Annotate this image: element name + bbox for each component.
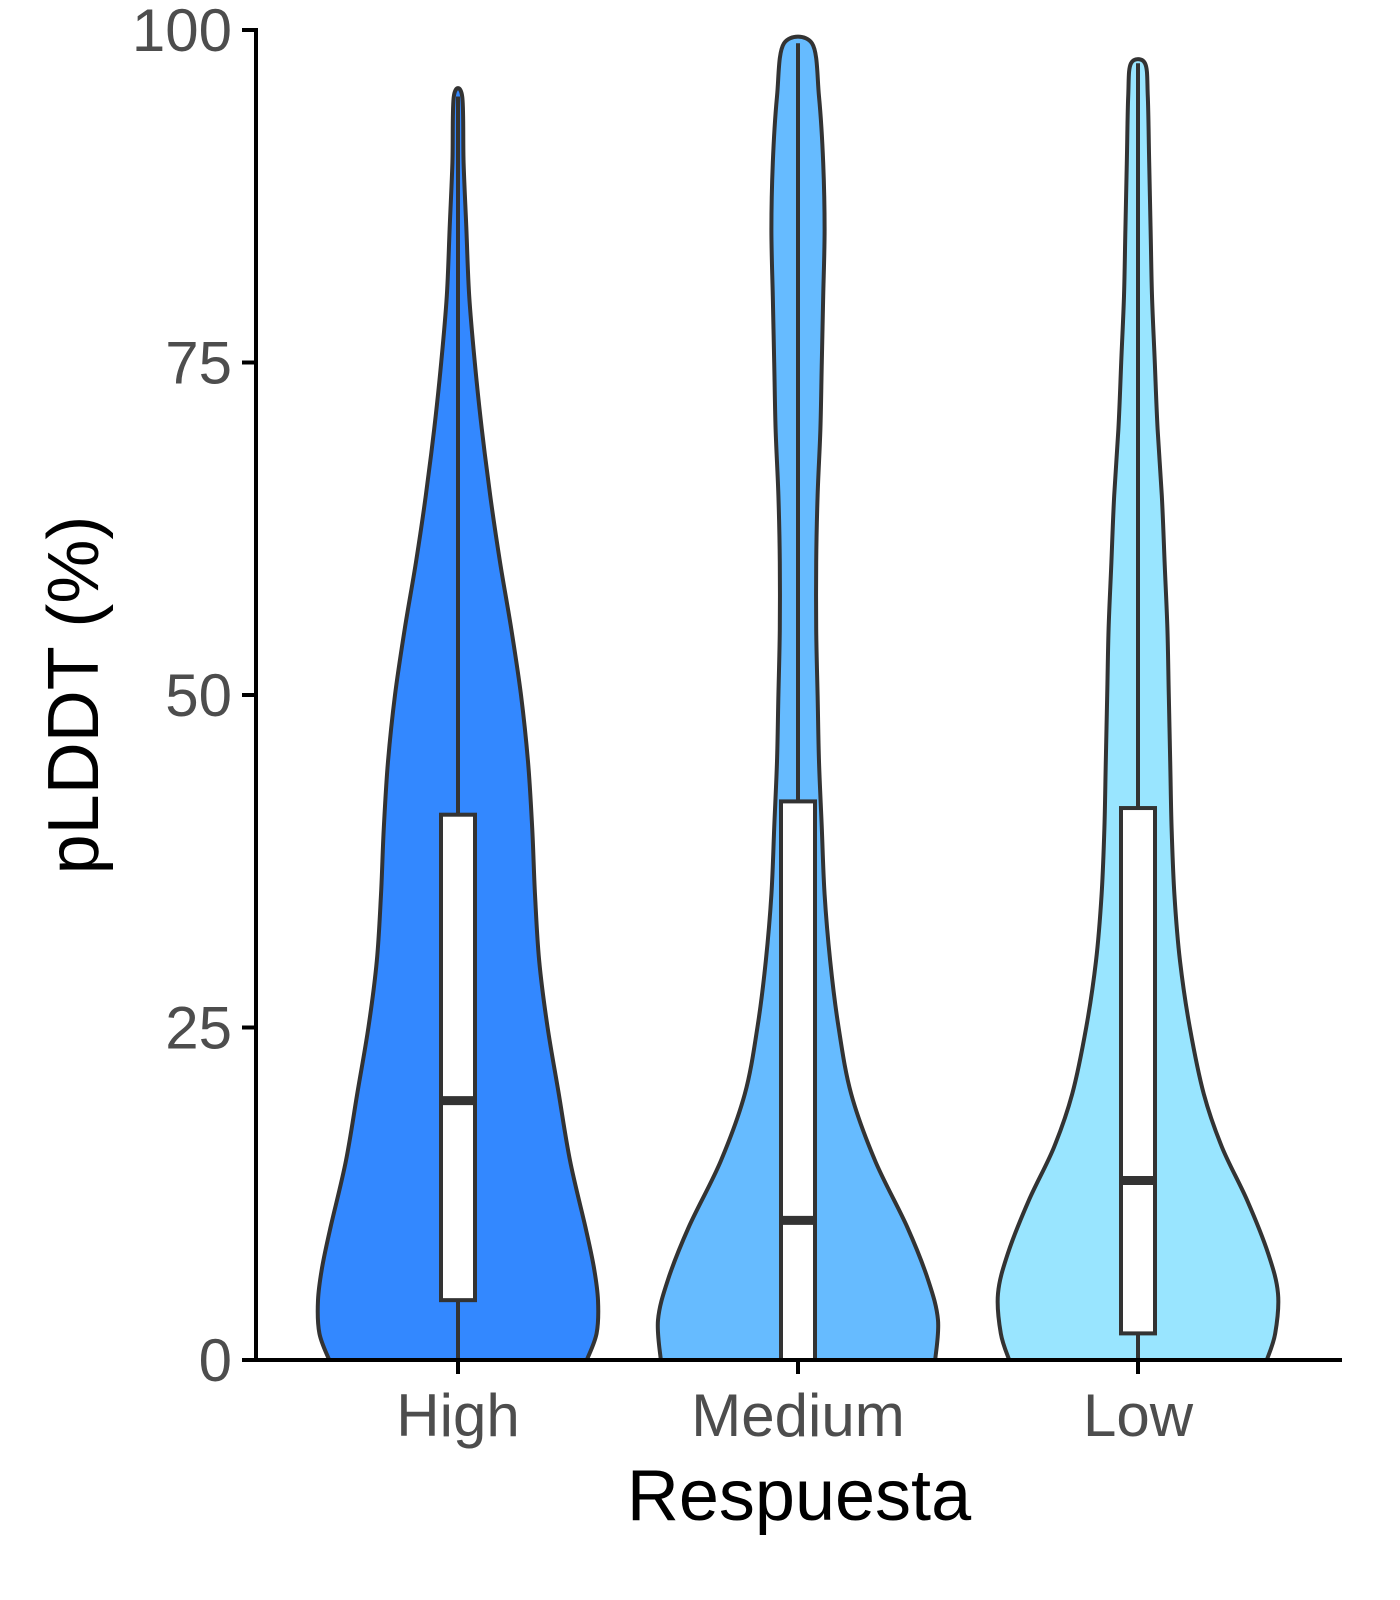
axes-layer: 0 25 50 75 100 High Medium Low <box>132 0 1342 1449</box>
y-tick-label-75: 75 <box>165 330 232 397</box>
y-tick-label-0: 0 <box>199 1327 232 1394</box>
y-tick-label-25: 25 <box>165 995 232 1062</box>
y-ticks: 0 25 50 75 100 <box>132 0 256 1394</box>
x-tick-label-low: Low <box>1083 1382 1194 1449</box>
box-medium <box>779 799 817 1362</box>
y-axis-title: pLDDT (%) <box>34 516 114 875</box>
y-tick-label-50: 50 <box>165 662 232 729</box>
violins-layer <box>315 34 1281 1362</box>
x-ticks: High Medium Low <box>396 1360 1194 1449</box>
x-tick-label-medium: Medium <box>691 1382 904 1449</box>
y-tick-label-100: 100 <box>132 0 232 64</box>
x-axis-title: Respuesta <box>627 1456 972 1536</box>
box-low <box>1119 806 1157 1336</box>
x-tick-label-high: High <box>396 1382 519 1449</box>
box-high <box>439 812 477 1303</box>
